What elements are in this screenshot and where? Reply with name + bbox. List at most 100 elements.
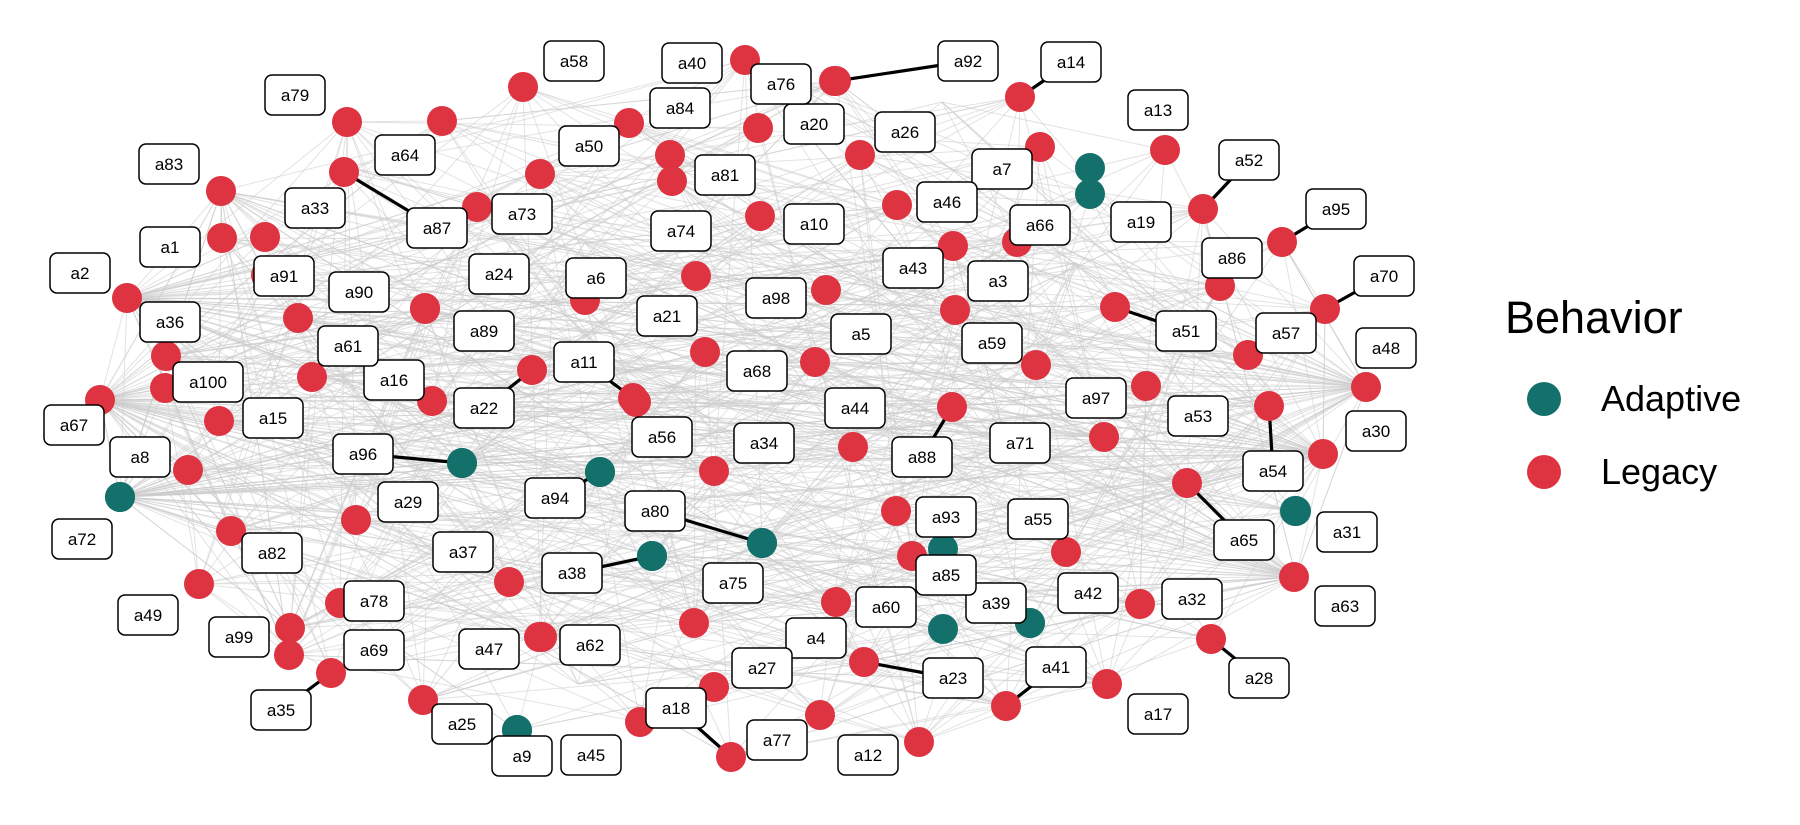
network-edge [941, 101, 1166, 151]
node-label-text: a16 [380, 371, 408, 390]
node-a10 [745, 201, 775, 231]
node-a92 [821, 66, 851, 96]
node-a14 [1005, 82, 1035, 112]
legend-dot-legacy [1527, 454, 1561, 489]
network-edge [761, 193, 1091, 544]
node-label-text: a51 [1172, 322, 1200, 341]
network-edge [99, 399, 715, 472]
node-a32 [1125, 589, 1155, 619]
legend-dot-adaptive [1527, 381, 1561, 416]
node-a65 [1172, 468, 1202, 498]
node-a54 [1254, 391, 1284, 421]
node-label-box [726, 350, 788, 392]
node-label-box [1314, 585, 1376, 627]
node-a69 [274, 640, 304, 670]
network-edge [126, 236, 266, 299]
node-label-a5: a5 [830, 313, 892, 355]
node-label-a19: a19 [1110, 201, 1172, 243]
network-edge [1145, 385, 1367, 388]
node-label-a53: a53 [1167, 395, 1229, 437]
node-label-text: a87 [423, 219, 451, 238]
node-label-text: a64 [391, 146, 419, 165]
network-edge [539, 146, 1041, 175]
node-label-a32: a32 [1161, 578, 1223, 620]
node-label-a38: a38 [541, 552, 603, 594]
network-edge [164, 387, 200, 585]
node-a68 [690, 337, 720, 367]
network-edge [119, 496, 291, 629]
node-label-text: a13 [1144, 101, 1172, 120]
node-label-box [916, 181, 978, 223]
node-label-a92: a92 [937, 40, 999, 82]
network-edge [761, 262, 1077, 544]
node-label-a82: a82 [241, 532, 303, 574]
node-a22 [517, 355, 547, 385]
node-label-box [332, 433, 394, 475]
node-label-a22: a22 [453, 387, 515, 429]
network-edge [577, 603, 1141, 685]
node-label-box [1007, 498, 1069, 540]
node-label-a81: a81 [694, 154, 756, 196]
node-a28 [1196, 624, 1226, 654]
node-label-box [328, 271, 390, 313]
node-label-text: a56 [648, 428, 676, 447]
node-label-text: a26 [891, 123, 919, 142]
node-label-box [139, 226, 201, 268]
network-edge [126, 80, 837, 299]
node-label-text: a8 [131, 448, 150, 467]
network-edge [516, 636, 543, 731]
network-edge [599, 471, 732, 758]
network-edge [288, 206, 478, 656]
node-label-text: a48 [1372, 339, 1400, 358]
network-edge [441, 120, 1212, 640]
network-edge [423, 622, 695, 701]
node-label-text: a23 [939, 669, 967, 688]
node-label-a90: a90 [328, 271, 390, 313]
network-edge [99, 399, 357, 521]
node-label-box [109, 436, 171, 478]
node-label-box [241, 532, 303, 574]
network-edge [346, 120, 443, 123]
node-label-text: a91 [270, 267, 298, 286]
node-label-a76: a76 [750, 63, 812, 105]
network-edge [99, 149, 1166, 401]
network-edge [332, 306, 1116, 674]
node-label-box [971, 148, 1033, 190]
network-edge [288, 453, 1324, 656]
node-label-box [1025, 646, 1087, 688]
node-a4 [821, 587, 851, 617]
node-adaptive [637, 541, 667, 571]
network-edge [126, 121, 348, 299]
node-label-box [524, 477, 586, 519]
node-label-text: a71 [1006, 434, 1034, 453]
node-label-box [937, 40, 999, 82]
node-label-text: a6 [587, 269, 606, 288]
network-edge [918, 308, 1326, 743]
node-label-a70: a70 [1353, 255, 1415, 297]
node-a70 [1310, 294, 1340, 324]
node-label-box [264, 74, 326, 116]
node-label-a77: a77 [746, 719, 808, 761]
network-edge [330, 285, 1221, 674]
node-label-box [824, 387, 886, 429]
node-label-a35: a35 [250, 689, 312, 731]
network-edge [332, 193, 1091, 674]
node-label-text: a3 [989, 272, 1008, 291]
node-a46 [882, 190, 912, 220]
node-label-box [645, 687, 707, 729]
node-a87 [329, 157, 359, 187]
node-label-text: a2 [71, 264, 90, 283]
node-a18 [716, 742, 746, 772]
node-a53 [1131, 371, 1161, 401]
network-edge [1089, 193, 1259, 550]
node-label-a75: a75 [702, 562, 764, 604]
node-label-box [541, 552, 603, 594]
node-label-box [453, 310, 515, 352]
network-edge [713, 59, 746, 472]
node-a37 [494, 567, 524, 597]
network-edge [230, 59, 746, 532]
network-edge [1074, 262, 1188, 484]
node-label-text: a18 [662, 699, 690, 718]
node-label-a67: a67 [43, 404, 105, 446]
